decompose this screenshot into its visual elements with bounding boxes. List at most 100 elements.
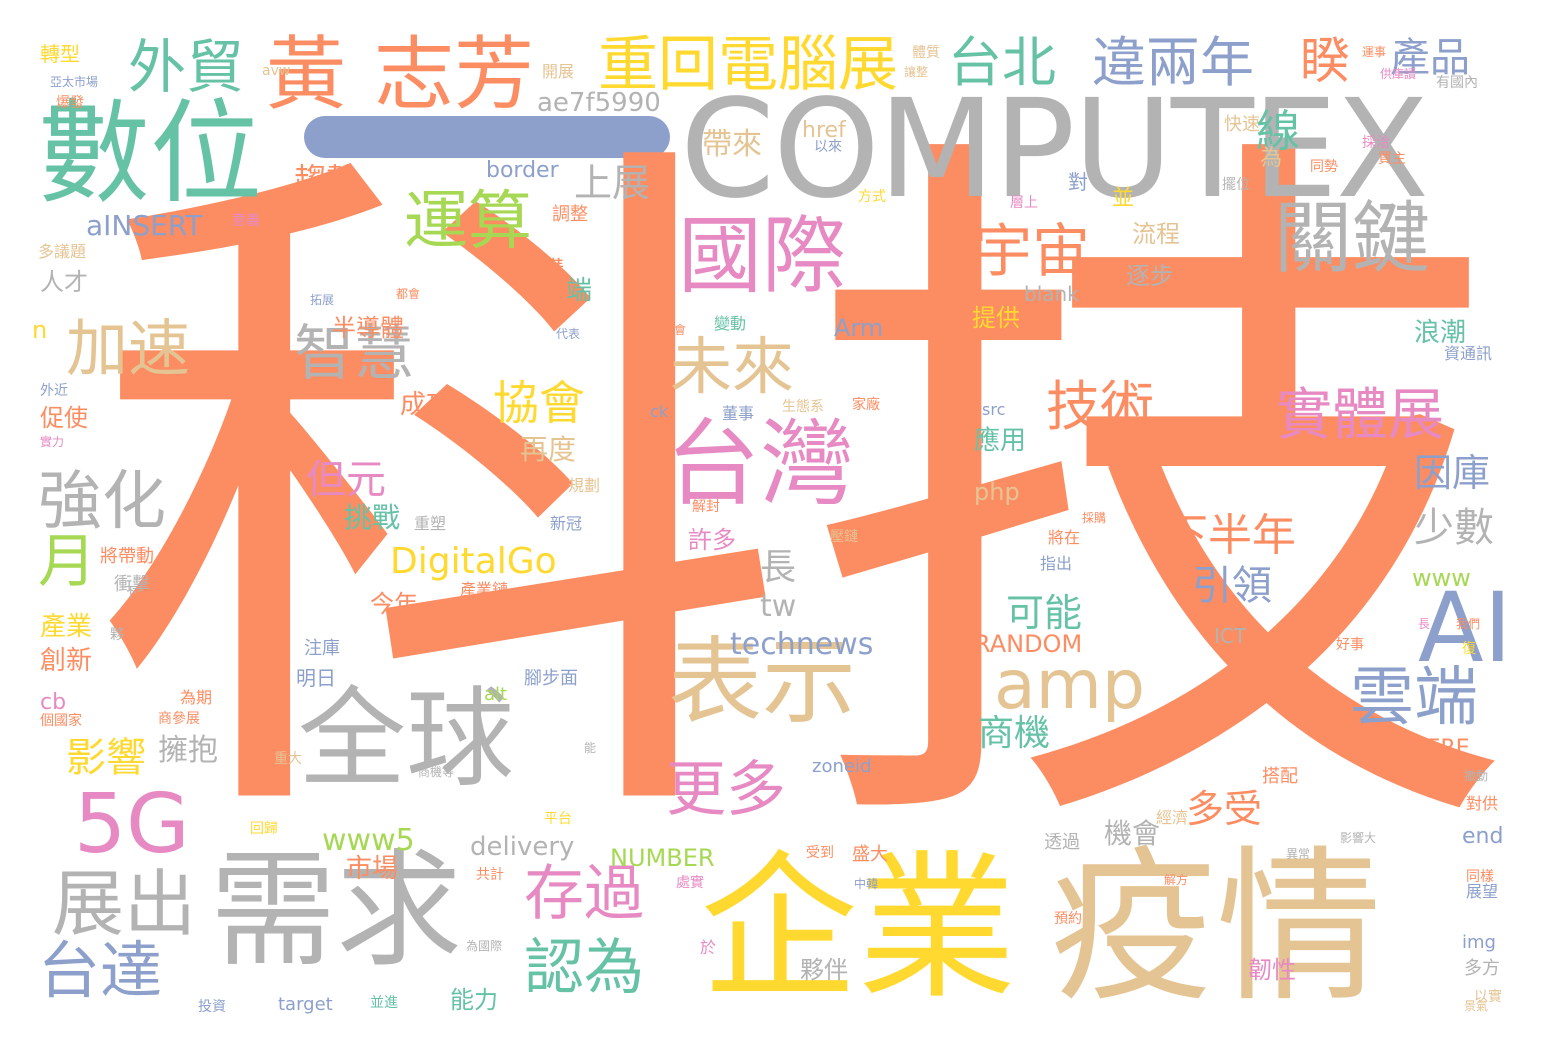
word: 影響 [66, 735, 146, 781]
word: www5 [322, 823, 415, 858]
word: 層上 [1010, 195, 1038, 211]
word: 技 [800, 81, 1520, 919]
word: 為 [1260, 146, 1283, 171]
word: 變動 [714, 314, 747, 333]
word: 投資 [198, 999, 226, 1015]
word: 搭配 [1262, 766, 1298, 787]
word: 提供 [972, 304, 1020, 332]
word: 產業 [40, 612, 93, 642]
word: 強化 [38, 465, 166, 539]
word: 個國家 [40, 713, 82, 729]
word: 復 [1462, 641, 1476, 657]
word: n [32, 316, 48, 344]
word: 能 [584, 741, 597, 755]
word: 市場 [346, 854, 399, 884]
word: 亞太市場 [50, 75, 99, 89]
word: 下 [124, 585, 138, 601]
word: 異常 [1286, 847, 1311, 861]
word: 意義 [232, 213, 260, 229]
word: 線 [1256, 106, 1300, 157]
word: 預約 [1054, 911, 1082, 927]
word: 志芳 [374, 28, 534, 121]
word: end [1462, 824, 1504, 849]
word: src [982, 400, 1006, 419]
word: 促使 [40, 404, 88, 432]
word: 運事 [1362, 45, 1387, 59]
word: 明日 [296, 666, 336, 690]
word: 睽 [1300, 32, 1350, 90]
word: 實體展 [1276, 383, 1444, 448]
word: 協會 [493, 376, 585, 430]
word: 表示 [668, 628, 857, 737]
word: 國際 [678, 207, 847, 305]
word: 受到 [806, 845, 834, 861]
word: 多方 [1464, 958, 1500, 979]
word: 認為 [524, 933, 644, 1003]
word: 引領 [1192, 563, 1272, 609]
word: 董事 [722, 404, 755, 423]
word: 科 [90, 92, 790, 907]
word: 重塑 [414, 514, 447, 533]
word: href [802, 118, 846, 143]
word: 全球 [298, 677, 515, 802]
word: 對供 [1466, 794, 1499, 813]
word: 注庫 [304, 638, 340, 659]
word: 爆發 [56, 95, 84, 111]
word: 好事 [1336, 637, 1364, 653]
word: 外貿 [128, 33, 245, 101]
word: 月 [38, 527, 97, 595]
word: 規劃 [568, 476, 601, 495]
word: 將在 [1048, 528, 1081, 547]
word: 夥 [110, 627, 124, 643]
word: 並 [1112, 186, 1135, 211]
word: 人才 [40, 268, 88, 296]
word: COMPUTEX [680, 71, 1429, 229]
word: 機會 [1104, 817, 1161, 850]
word: 以實 [1474, 989, 1502, 1005]
word: 今年 [370, 590, 418, 618]
word: 存過 [524, 859, 644, 929]
word: zoneid [812, 756, 872, 777]
word: 產業鏈 [460, 580, 509, 599]
word: 調整 [552, 204, 588, 225]
word: 兩周 [1300, 688, 1336, 709]
word: 展望 [1466, 882, 1499, 901]
word: 以來 [814, 139, 842, 155]
word: 創新 [40, 646, 93, 676]
word: 多議題 [38, 242, 87, 261]
word: 為國際 [466, 939, 503, 953]
word: ae7f5990 [537, 88, 661, 118]
word: 韌性 [1248, 956, 1296, 984]
word: NUMBER [610, 844, 715, 872]
word: 轉型 [40, 42, 80, 66]
word: 採洽 [1362, 135, 1390, 151]
word: aINSERT [86, 209, 203, 242]
word: 未來 [670, 330, 795, 403]
word: RANDOM [974, 630, 1083, 658]
word: 重回電腦展 [598, 30, 898, 100]
word: 挑戰 [344, 501, 401, 534]
word: 雲端 [1350, 661, 1478, 735]
word: 商機等 [418, 765, 455, 779]
word: 可能 [1006, 591, 1083, 635]
word: 透過 [1044, 832, 1080, 853]
word: 許多 [688, 526, 736, 554]
word: 影響大 [1340, 831, 1377, 845]
word: 買主 [1378, 151, 1406, 167]
word: 下半年 [1164, 510, 1296, 561]
word: 壓鏈 [830, 529, 858, 545]
word: 讓整 [904, 65, 929, 79]
word: AI [1418, 572, 1512, 684]
word: img [1462, 932, 1496, 953]
word: 我們 [1456, 617, 1481, 631]
word: 於 [700, 938, 717, 957]
word: tw [760, 589, 797, 624]
word: amp [994, 646, 1146, 725]
word: 共計 [476, 867, 504, 883]
word: 經濟 [1156, 808, 1189, 827]
word: Arm [834, 314, 884, 342]
word: 資通訊 [1444, 344, 1493, 363]
word: 將帶動 [100, 546, 154, 567]
word: 有國內 [1436, 75, 1478, 91]
